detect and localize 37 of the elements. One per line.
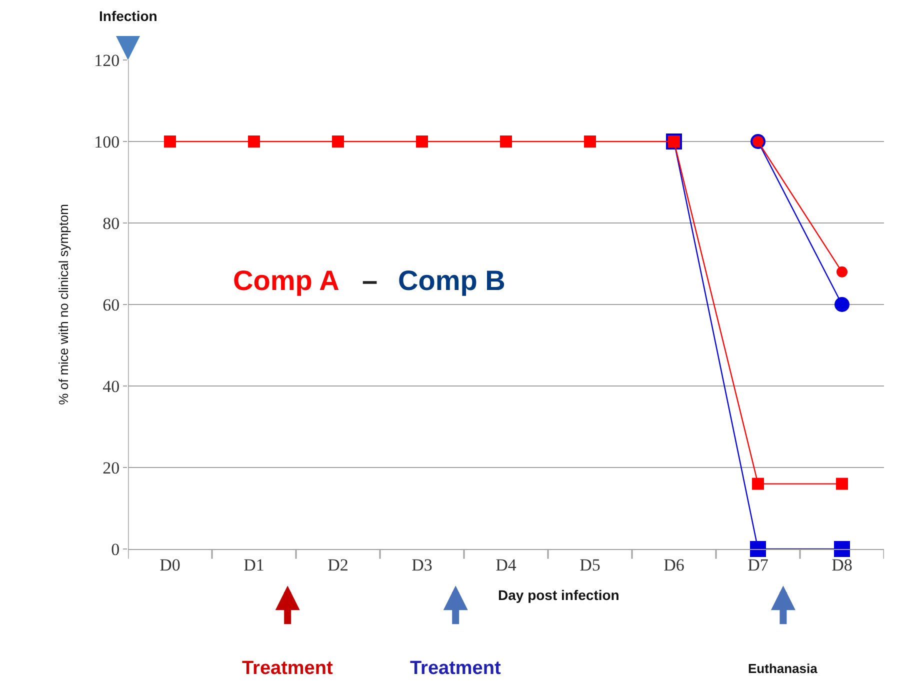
x-tick-label: D6 [664,555,684,574]
point [248,136,260,148]
point [834,297,850,312]
point [332,136,344,148]
x-tick-label: D1 [244,555,264,574]
y-tick-label: 40 [102,376,120,396]
point [416,136,428,148]
point [164,136,176,148]
x-tick-label: D7 [748,555,769,574]
x-tick-label: D4 [496,555,517,574]
point [836,478,848,490]
y-tick-label: 80 [102,214,120,233]
point [834,541,850,557]
point [584,136,596,148]
point [752,478,764,490]
x-tick-label: D0 [160,555,180,574]
point [500,136,512,148]
text: Euthanasia [748,661,818,676]
text: Infection [99,8,158,24]
x-tick-label: D2 [328,555,348,574]
y-tick-label: 100 [94,132,120,152]
annotation: Comp B [398,265,506,296]
y-tick-label: 120 [94,50,120,70]
x-axis-title: Day post infection [498,587,620,603]
annotation: – [362,265,378,296]
y-tick-label: 0 [111,540,120,559]
annotation: Comp A [233,265,340,296]
y-axis-title: % of mice with no clinical symptom [56,204,72,405]
text: Treatment [242,658,334,679]
point [836,266,848,278]
text: Treatment [410,658,502,679]
y-tick-label: 20 [102,458,120,478]
y-tick-label: 60 [102,295,120,314]
x-tick-label: D3 [412,555,432,574]
x-tick-label: D8 [832,555,852,574]
point [750,541,766,557]
x-tick-label: D5 [580,555,600,574]
